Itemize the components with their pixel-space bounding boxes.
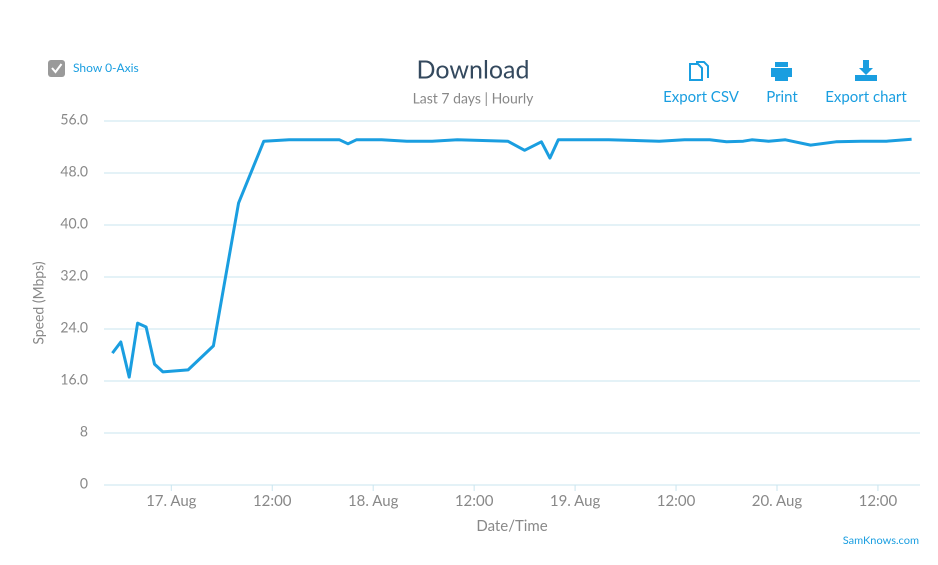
data-line bbox=[111, 137, 912, 379]
x-tick-label: 18. Aug bbox=[348, 492, 399, 510]
y-tick-label: 24.0 bbox=[60, 319, 88, 336]
button-label[interactable]: Export CSV bbox=[663, 88, 740, 106]
x-tick-label: 12:00 bbox=[859, 492, 898, 510]
x-tick-label: 12:00 bbox=[455, 492, 494, 510]
x-tick-label: 12:00 bbox=[253, 492, 292, 510]
icon bbox=[855, 60, 877, 81]
icon bbox=[689, 61, 709, 81]
print-button[interactable] bbox=[771, 62, 792, 81]
checkbox[interactable] bbox=[48, 60, 65, 77]
x-tick-label: 12:00 bbox=[657, 492, 696, 510]
x-tick-label: 19. Aug bbox=[550, 492, 601, 510]
x-tick-label: 20. Aug bbox=[752, 492, 803, 510]
zero-axis-toggle[interactable]: Show 0-Axis bbox=[48, 60, 139, 77]
button-label[interactable]: Export chart bbox=[825, 88, 907, 106]
x-tick-label: 17. Aug bbox=[146, 492, 197, 510]
y-tick-label: 16.0 bbox=[60, 371, 88, 388]
x-axis-title: Date/Time bbox=[476, 517, 547, 535]
toggle-label[interactable]: Show 0-Axis bbox=[73, 60, 139, 75]
y-axis-title: Speed (Mbps) bbox=[30, 261, 47, 345]
chart-title: Download bbox=[417, 54, 530, 84]
export-chart-button[interactable] bbox=[855, 60, 877, 81]
icon bbox=[771, 62, 792, 81]
check-mark bbox=[51, 63, 63, 74]
y-tick-label: 8 bbox=[80, 423, 88, 440]
button-label[interactable]: Print bbox=[766, 88, 798, 106]
y-tick-label: 40.0 bbox=[60, 215, 88, 232]
export-csv-button[interactable] bbox=[689, 61, 709, 81]
chart-subtitle: Last 7 days | Hourly bbox=[413, 90, 535, 107]
y-tick-label: 48.0 bbox=[60, 163, 88, 180]
y-tick-label: 0 bbox=[80, 475, 88, 492]
y-tick-label: 56.0 bbox=[60, 111, 88, 128]
y-tick-label: 32.0 bbox=[60, 267, 88, 284]
credit[interactable]: SamKnows.com bbox=[843, 534, 919, 547]
